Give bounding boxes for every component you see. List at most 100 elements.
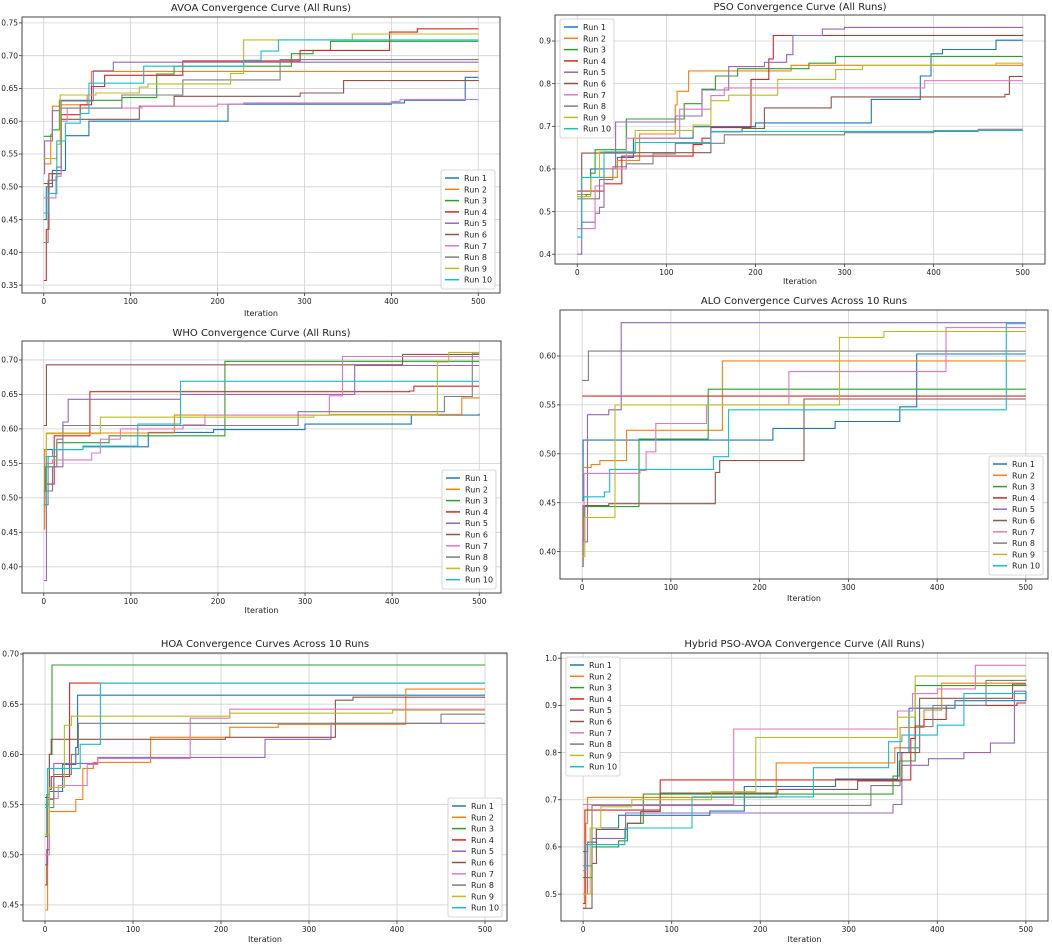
- chart-title: ALO Convergence Curves Across 10 Runs: [701, 296, 907, 307]
- series-line-run-6: [45, 696, 485, 886]
- legend-label: Run 8: [583, 102, 606, 111]
- series-line-run-5: [577, 26, 1024, 255]
- legend-label: Run 2: [589, 672, 612, 681]
- legend-label: Run 1: [464, 174, 487, 183]
- x-tick-label: 200: [211, 597, 226, 606]
- legend-label: Run 6: [583, 80, 606, 89]
- legend-label: Run 8: [465, 553, 488, 562]
- axes-frame: [560, 652, 1049, 922]
- series-line-run-6: [577, 75, 1023, 230]
- chart-2: PSO Convergence Curve (All Runs) 0 100 200 3…: [539, 2, 1046, 286]
- legend-label: Run 3: [465, 497, 488, 506]
- series-line-run-6: [43, 79, 479, 185]
- x-tick-label: 300: [297, 297, 312, 306]
- legend-box: [988, 455, 1044, 576]
- chart-title: PSO Convergence Curve (All Runs): [714, 2, 887, 13]
- legend-label: Run 7: [583, 91, 606, 100]
- series-line-run-10: [45, 682, 485, 809]
- y-tick-label: 0.75: [1, 19, 18, 28]
- chart-5: HOA Convergence Curves Across 10 Runs 0 10…: [2, 639, 508, 944]
- legend: Run 1 Run 2 Run 3 Run 4 Run 5 Run 6 Run 7 Run 8…: [441, 469, 497, 590]
- x-tick-label: 200: [214, 925, 229, 934]
- y-tick-label: 0.45: [1, 215, 18, 224]
- legend-label: Run 8: [589, 740, 612, 749]
- legend-label: Run 8: [464, 253, 487, 262]
- legend-label: Run 3: [464, 197, 487, 206]
- series-line-run-7: [583, 664, 1026, 806]
- chart-title: HOA Convergence Curves Across 10 Runs: [161, 639, 369, 650]
- x-tick-label: 500: [478, 925, 493, 934]
- x-tick-label: 500: [471, 297, 486, 306]
- x-tick-label: 0: [41, 297, 46, 306]
- x-axis-label: Iteration: [787, 594, 821, 603]
- axes-frame: [554, 14, 1046, 265]
- y-tick-label: 0.45: [539, 498, 556, 507]
- y-tick-label: 0.9: [545, 701, 557, 710]
- legend-label: Run 1: [589, 661, 612, 670]
- legend-label: Run 5: [464, 219, 487, 228]
- y-tick-label: 0.60: [1, 425, 18, 434]
- legend-box: [565, 656, 621, 777]
- series-line-run-9: [582, 330, 1026, 558]
- legend-label: Run 3: [1012, 483, 1035, 492]
- series-line-run-2: [45, 688, 485, 911]
- legend-label: Run 6: [1012, 517, 1035, 526]
- y-tick-label: 0.40: [1, 248, 18, 257]
- legend-label: Run 5: [583, 68, 606, 77]
- legend-label: Run 4: [471, 836, 494, 845]
- x-tick-label: 400: [930, 583, 945, 592]
- series-line-run-8: [45, 713, 485, 809]
- y-tick-label: 0.70: [1, 356, 18, 365]
- series-line-run-6: [583, 683, 1026, 909]
- legend: Run 1 Run 2 Run 3 Run 4 Run 5 Run 6 Run 7 Run 8…: [988, 455, 1044, 576]
- series-line-run-9: [577, 62, 1023, 198]
- axes-frame: [21, 340, 502, 594]
- series-line-run-5: [43, 364, 480, 582]
- legend-label: Run 10: [464, 276, 492, 285]
- legend-label: Run 1: [583, 23, 606, 32]
- legend-label: Run 8: [471, 881, 494, 890]
- series-line-run-9: [43, 351, 480, 458]
- legend-box: [559, 18, 615, 139]
- legend-box: [441, 469, 497, 590]
- legend: Run 1 Run 2 Run 3 Run 4 Run 5 Run 6 Run 7 Run 8…: [565, 656, 621, 777]
- axes-frame: [22, 652, 508, 922]
- legend-label: Run 10: [583, 125, 611, 134]
- x-tick-label: 500: [1019, 583, 1034, 592]
- x-tick-label: 0: [575, 268, 580, 277]
- legend-label: Run 7: [1012, 528, 1035, 537]
- series-line-run-1: [582, 353, 1026, 502]
- x-tick-label: 200: [752, 583, 767, 592]
- legend-label: Run 5: [471, 847, 494, 856]
- legend-label: Run 2: [465, 485, 488, 494]
- legend-label: Run 6: [465, 531, 488, 540]
- y-tick-label: 0.7: [545, 795, 557, 804]
- y-tick-label: 0.45: [2, 901, 19, 910]
- series-line-run-10: [43, 39, 479, 214]
- chart-title: WHO Convergence Curve (All Runs): [172, 328, 350, 339]
- legend-label: Run 9: [464, 264, 487, 273]
- series-line-run-9: [583, 675, 1026, 895]
- y-tick-label: 0.4: [539, 250, 551, 259]
- series-line-run-7: [43, 355, 480, 499]
- y-tick-label: 0.60: [1, 117, 18, 126]
- legend-label: Run 6: [589, 718, 612, 727]
- y-tick-label: 1.0: [545, 654, 557, 663]
- series-line-run-8: [582, 350, 1026, 381]
- legend: Run 1 Run 2 Run 3 Run 4 Run 5 Run 6 Run 7 Run 8…: [447, 797, 503, 918]
- x-tick-label: 300: [837, 268, 852, 277]
- x-tick-label: 200: [753, 925, 768, 934]
- y-tick-label: 0.50: [1, 494, 18, 503]
- legend-label: Run 4: [1012, 494, 1035, 503]
- series-line-run-5: [45, 722, 485, 866]
- series-line-run-8: [43, 59, 479, 244]
- legend-label: Run 8: [1012, 539, 1035, 548]
- y-tick-label: 0.5: [539, 207, 551, 216]
- y-tick-label: 0.65: [1, 390, 18, 399]
- y-tick-label: 0.50: [539, 449, 556, 458]
- x-axis-label: Iteration: [783, 277, 817, 286]
- x-tick-label: 400: [930, 925, 945, 934]
- x-tick-label: 100: [664, 583, 679, 592]
- axes-frame: [21, 16, 501, 294]
